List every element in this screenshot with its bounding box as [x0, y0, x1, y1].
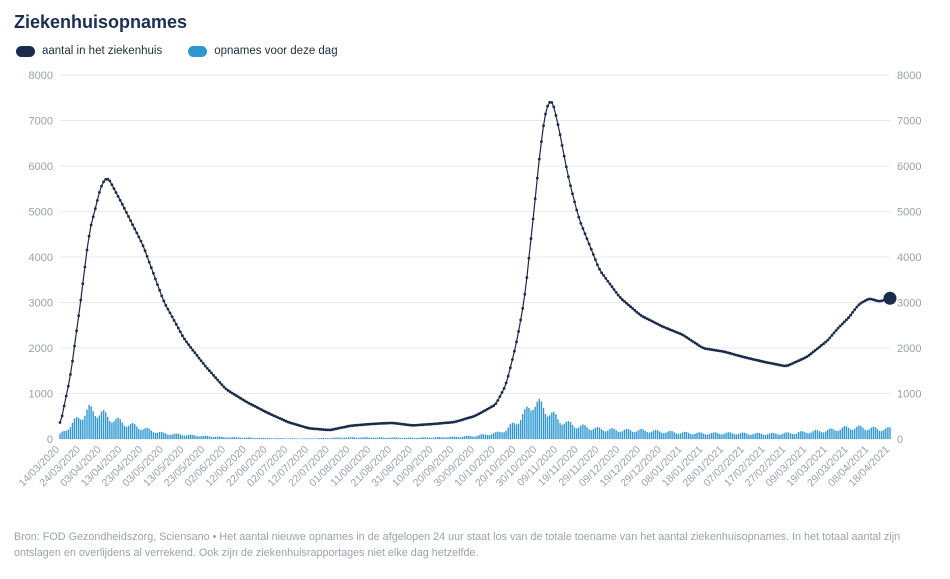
svg-text:0: 0: [897, 434, 903, 446]
svg-text:2000: 2000: [897, 343, 921, 355]
line-in-hospital: [59, 101, 891, 431]
legend-label-in-hospital: aantal in het ziekenhuis: [42, 45, 163, 57]
svg-text:5000: 5000: [29, 206, 53, 218]
svg-text:3000: 3000: [897, 297, 921, 309]
legend-swatch-navy: [16, 45, 35, 57]
svg-text:0: 0: [47, 434, 53, 446]
legend-item-in-hospital[interactable]: aantal in het ziekenhuis: [16, 45, 162, 57]
legend-label-admissions: opnames voor deze dag: [214, 45, 338, 57]
svg-text:4000: 4000: [29, 252, 53, 264]
svg-text:1000: 1000: [897, 388, 921, 400]
svg-text:1000: 1000: [29, 388, 53, 400]
svg-text:6000: 6000: [29, 161, 53, 173]
svg-text:7000: 7000: [897, 115, 921, 127]
svg-text:4000: 4000: [897, 252, 921, 264]
source-note: Bron: FOD Gezondheidszorg, Sciensano • H…: [14, 531, 901, 559]
latest-value-dot: [883, 291, 897, 305]
chart-area: 0 0 1000 1000 2000 2000 3000 3000 4000 4000 5000 50…: [14, 61, 936, 530]
svg-text:8000: 8000: [29, 70, 53, 82]
svg-text:3000: 3000: [29, 297, 53, 309]
svg-text:5000: 5000: [897, 206, 921, 218]
bars-admissions: [59, 398, 891, 439]
line-dots: [58, 100, 892, 432]
svg-text:7000: 7000: [29, 115, 53, 127]
svg-text:8000: 8000: [897, 70, 921, 82]
legend-swatch-blue: [188, 45, 208, 57]
chart-legend: aantal in het ziekenhuis opnames voor de…: [16, 45, 936, 57]
legend-item-admissions[interactable]: opnames voor deze dag: [188, 45, 338, 57]
chart-canvas[interactable]: 0 0 1000 1000 2000 2000 3000 3000 4000 4000 5000 50…: [14, 61, 936, 525]
svg-text:2000: 2000: [29, 343, 53, 355]
page-title: Ziekenhuisopnames: [14, 12, 188, 32]
svg-text:6000: 6000: [897, 161, 921, 173]
